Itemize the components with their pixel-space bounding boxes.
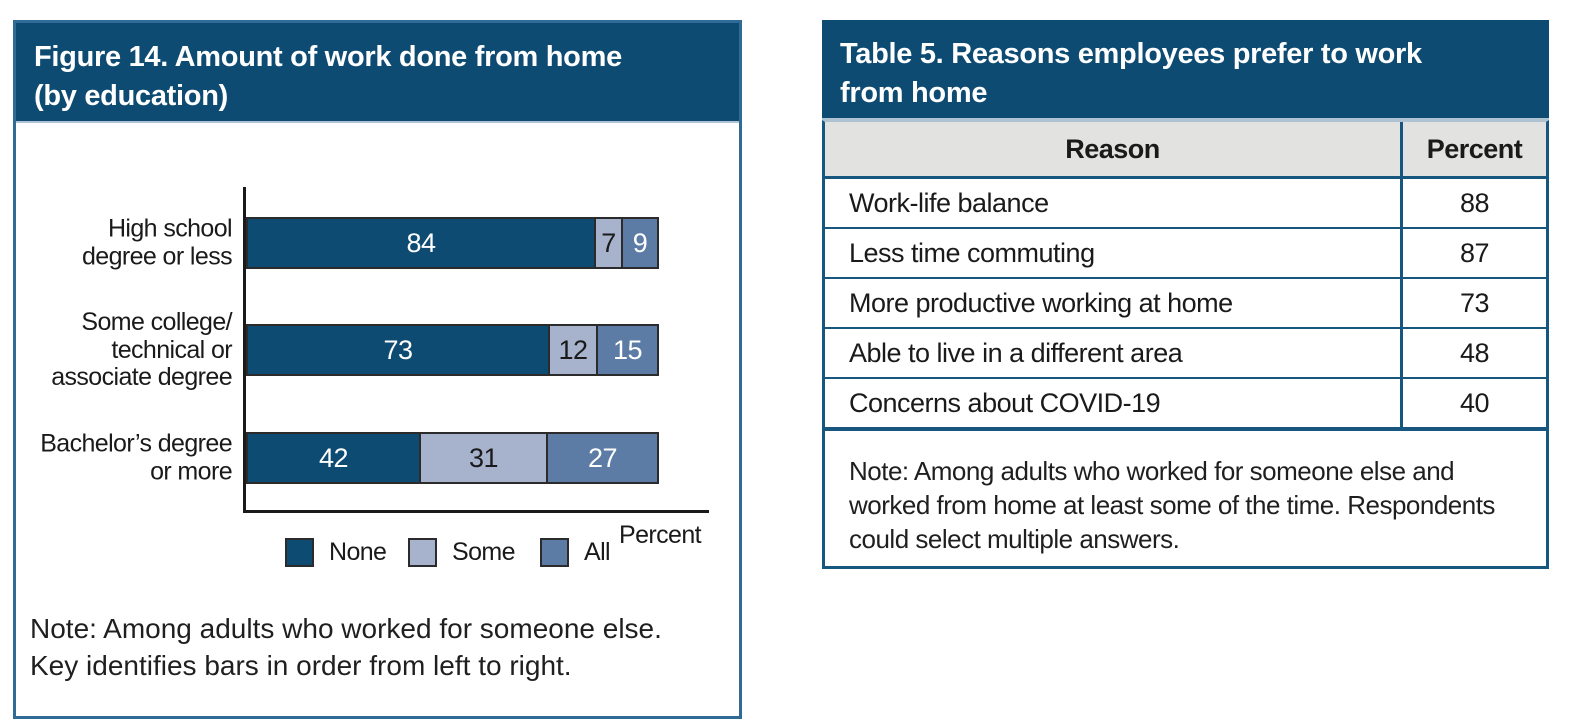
bar-row: 84 7 9	[246, 217, 659, 269]
legend-label: None	[329, 538, 387, 566]
bar-value-label: 27	[587, 442, 618, 473]
reason-cell: Concerns about COVID-19	[849, 387, 1161, 418]
reason-cell: Less time commuting	[849, 237, 1095, 268]
bar-value-label: 7	[601, 227, 616, 258]
percent-cell: 87	[1400, 229, 1546, 277]
bar-row: 73 12 15	[246, 324, 659, 376]
reason-cell: More productive working at home	[849, 287, 1233, 318]
percent-cell: 40	[1400, 379, 1546, 427]
percent-cell: 48	[1400, 329, 1546, 377]
bar-segment-some: 7	[594, 217, 623, 269]
table-note: Note: Among adults who worked for someon…	[849, 456, 1495, 554]
bar-segment-some: 12	[548, 324, 598, 376]
percent-cell: 73	[1400, 279, 1546, 327]
x-axis-label: Percent	[619, 521, 702, 549]
bar-value-label: 15	[612, 334, 643, 365]
table-row: Work-life balance 88	[825, 179, 1546, 229]
percent-cell: 88	[1400, 179, 1546, 227]
legend-swatch-all	[540, 538, 569, 567]
table-panel: Table 5. Reasons employees prefer to wor…	[822, 20, 1549, 570]
bar-value-label: 12	[558, 334, 588, 365]
figure-panel: Figure 14. Amount of work done from home…	[13, 20, 742, 719]
bar-segment-none: 73	[246, 324, 550, 376]
bar-segment-all: 9	[621, 217, 659, 269]
bar-value-label: 84	[406, 227, 436, 258]
table-row: More productive working at home 73	[825, 279, 1546, 329]
bar-segment-all: 27	[546, 432, 659, 484]
legend-label: Some	[452, 538, 516, 566]
bar-segment-some: 31	[419, 432, 548, 484]
legend-swatch-some	[408, 538, 437, 567]
category-label: Bachelor’s degree or more	[40, 429, 232, 485]
bar-value-label: 73	[383, 334, 413, 365]
category-label: Some college/ technical or associate deg…	[51, 307, 232, 391]
bar-value-label: 42	[318, 442, 349, 473]
table-row: Concerns about COVID-19 40	[825, 379, 1546, 431]
bar-segment-all: 15	[596, 324, 659, 376]
reasons-table: Reason Percent Work-life balance 88 Less t…	[822, 120, 1549, 570]
legend-item-none: None	[285, 538, 387, 567]
column-header-reason: Reason	[1065, 133, 1160, 164]
bar-segment-none: 84	[246, 217, 596, 269]
bar-segment-none: 42	[246, 432, 421, 484]
reason-cell: Able to live in a different area	[849, 337, 1183, 368]
reason-cell: Work-life balance	[849, 187, 1049, 218]
bar-value-label: 31	[468, 442, 499, 473]
table-row: Able to live in a different area 48	[825, 329, 1546, 379]
legend-swatch-none	[285, 538, 314, 567]
legend-item-some: Some	[408, 538, 516, 567]
legend-label: All	[584, 538, 611, 566]
bar-row: 42 31 27	[246, 432, 659, 484]
table-row: Less time commuting 87	[825, 229, 1546, 279]
x-axis-line	[243, 510, 709, 513]
figure-title: Figure 14. Amount of work done from home…	[16, 23, 739, 123]
table-title: Table 5. Reasons employees prefer to wor…	[822, 20, 1549, 120]
column-header-percent: Percent	[1400, 122, 1546, 176]
y-axis-line	[243, 187, 246, 513]
figure-note: Note: Among adults who worked for someon…	[30, 613, 662, 681]
table-header-row: Reason Percent	[825, 122, 1546, 179]
category-label: High school degree or less	[81, 214, 233, 270]
bar-value-label: 9	[632, 227, 648, 258]
legend-item-all: All	[540, 538, 611, 567]
